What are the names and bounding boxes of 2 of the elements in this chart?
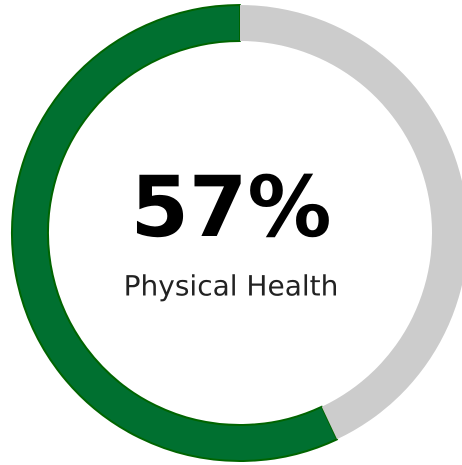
data-label: 57% bbox=[130, 158, 332, 256]
slice-label: Physical Health bbox=[124, 270, 338, 302]
